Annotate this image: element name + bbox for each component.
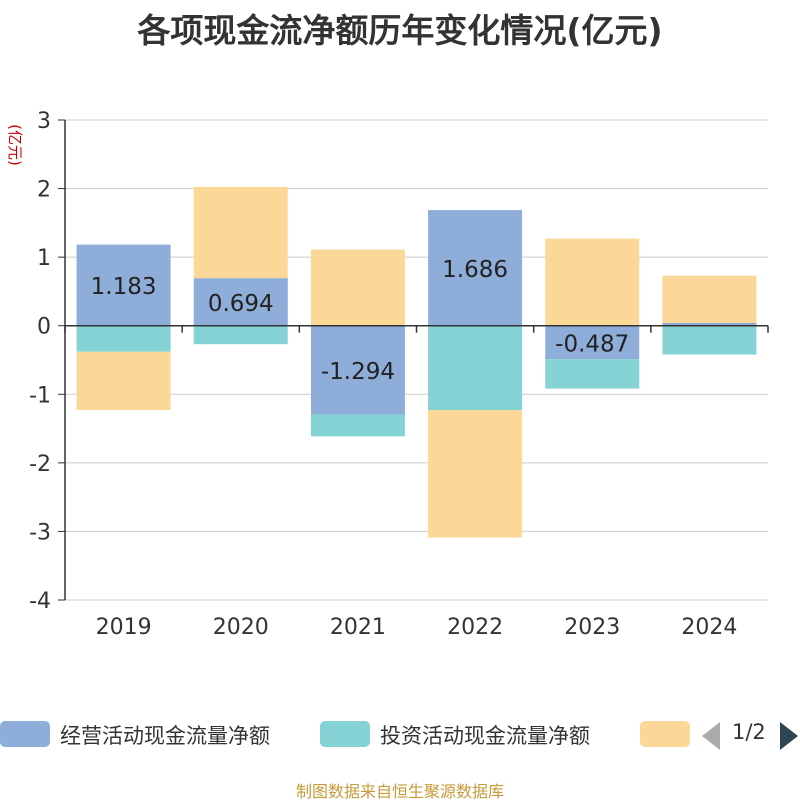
x-tick-label: 2019 [96, 615, 152, 640]
legend-pager: 1/2 [700, 716, 800, 752]
bar-1-2023[interactable] [545, 359, 640, 389]
bar-2-2020[interactable] [193, 186, 288, 279]
y-tick-label: 1 [37, 246, 51, 271]
bar-0-2024[interactable] [662, 322, 757, 326]
bar-1-2024[interactable] [662, 325, 757, 355]
x-tick-label: 2022 [447, 615, 503, 640]
bar-0-2019[interactable] [76, 244, 171, 326]
x-tick-label: 2024 [681, 615, 737, 640]
bar-2-2021[interactable] [310, 249, 405, 326]
bar-0-2020[interactable] [193, 278, 288, 326]
legend-swatch-operating [0, 721, 50, 747]
data-label: 0.694 [208, 291, 274, 317]
axis-layer: 3 2 1 0 -1 -2 -3 -4 2019 2020 2021 2022 2023 2024 [29, 109, 769, 640]
legend-prev-page-icon[interactable] [702, 722, 720, 750]
source-note: 制图数据来自恒生聚源数据库 [295, 782, 504, 801]
legend-swatch-financing [640, 721, 690, 747]
legend-label-investing: 投资活动现金流量净额 [380, 724, 590, 748]
x-tick-label: 2020 [213, 615, 269, 640]
y-tick-label: 3 [37, 109, 51, 134]
y-tick-label: -4 [29, 589, 51, 614]
bar-1-2022[interactable] [428, 325, 523, 411]
bar-2-2019[interactable] [76, 351, 171, 411]
y-tick-label: 2 [37, 178, 51, 203]
x-tick-label: 2021 [330, 615, 386, 640]
bar-1-2020[interactable] [193, 325, 288, 345]
legend-swatch-investing [320, 721, 370, 747]
bar-2-2023[interactable] [545, 238, 640, 326]
legend-label-operating: 经营活动现金流量净额 [60, 724, 270, 748]
labels-layer: 1.183 0.694 -1.294 1.686 -0.487 [91, 257, 630, 385]
bar-1-2019[interactable] [76, 325, 171, 352]
y-tick-label: -3 [29, 520, 51, 545]
bar-1-2021[interactable] [310, 414, 405, 437]
legend-next-page-icon[interactable] [780, 722, 798, 750]
y-axis-title: (亿元) [6, 124, 24, 166]
chart-title: 各项现金流净额历年变化情况(亿元) [137, 11, 663, 50]
data-label: -1.294 [321, 359, 395, 385]
bar-0-2023[interactable] [545, 325, 640, 360]
legend: 经营活动现金流量净额 投资活动现金流量净额 [0, 716, 800, 752]
bar-2-2022[interactable] [428, 410, 523, 538]
data-label: 1.686 [442, 257, 508, 283]
x-tick-label: 2023 [564, 615, 620, 640]
y-tick-label: -1 [29, 383, 51, 408]
bar-0-2022[interactable] [428, 210, 523, 326]
bars-layer [76, 186, 757, 538]
data-label: 1.183 [91, 274, 157, 300]
y-tick-label: 0 [37, 315, 51, 340]
legend-page-indicator: 1/2 [732, 720, 766, 744]
bar-0-2021[interactable] [310, 325, 405, 415]
y-tick-label: -2 [29, 452, 51, 477]
bar-2-2024[interactable] [662, 275, 757, 323]
data-label: -0.487 [555, 331, 629, 357]
grid-layer [65, 119, 768, 601]
